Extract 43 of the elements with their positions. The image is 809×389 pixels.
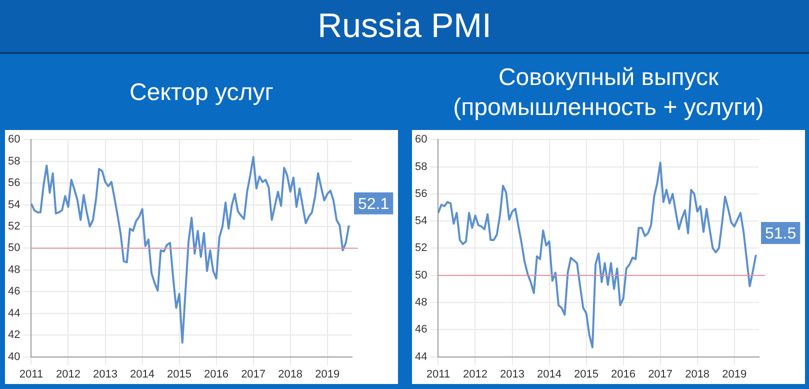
y-tick-label: 60 — [8, 134, 20, 146]
data-label: 51.5 — [765, 225, 796, 242]
y-tick-label: 54 — [8, 198, 20, 211]
y-tick-label: 60 — [414, 134, 428, 146]
y-tick-label: 48 — [414, 296, 428, 309]
x-tick-label: 2016 — [611, 368, 636, 380]
x-tick-label: 2012 — [56, 368, 80, 380]
y-tick-label: 56 — [8, 177, 20, 190]
y-tick-label: 50 — [8, 242, 20, 254]
x-tick-label: 2014 — [130, 368, 155, 380]
y-tick-label: 58 — [414, 160, 428, 173]
y-tick-label: 44 — [414, 350, 428, 363]
y-tick-label: 52 — [414, 242, 428, 254]
y-tick-label: 46 — [414, 324, 428, 336]
x-tick-label: 2017 — [648, 368, 673, 380]
y-tick-label: 54 — [414, 215, 428, 228]
x-tick-label: 2019 — [315, 368, 340, 380]
data-label: 52.1 — [358, 196, 390, 213]
x-tick-label: 2019 — [722, 368, 747, 380]
chart-title: Russia PMI — [318, 6, 492, 46]
x-tick-label: 2013 — [93, 368, 118, 380]
x-tick-label: 2016 — [204, 368, 229, 380]
y-tick-label: 46 — [8, 286, 20, 298]
y-tick-label: 50 — [414, 269, 428, 282]
y-tick-label: 40 — [8, 350, 20, 363]
chart-subtitle: Совокупный выпуск (промышленность + услуги) — [452, 62, 765, 122]
x-tick-label: 2018 — [278, 368, 303, 380]
x-tick-label: 2012 — [463, 368, 488, 380]
x-tick-label: 2011 — [19, 368, 44, 380]
chart-subtitle: Сектор услуг — [129, 78, 274, 108]
x-tick-label: 2015 — [574, 368, 599, 380]
x-tick-label: 2017 — [241, 368, 266, 380]
y-tick-label: 56 — [414, 188, 428, 200]
y-tick-label: 42 — [8, 329, 20, 342]
y-tick-label: 58 — [8, 155, 20, 168]
x-tick-label: 2015 — [167, 368, 192, 380]
x-tick-label: 2011 — [426, 368, 450, 380]
x-tick-label: 2013 — [500, 368, 524, 380]
x-tick-label: 2014 — [537, 368, 562, 380]
y-tick-label: 52 — [8, 220, 20, 233]
y-tick-label: 48 — [8, 264, 20, 276]
x-tick-label: 2018 — [685, 368, 710, 380]
y-tick-label: 44 — [8, 307, 20, 320]
